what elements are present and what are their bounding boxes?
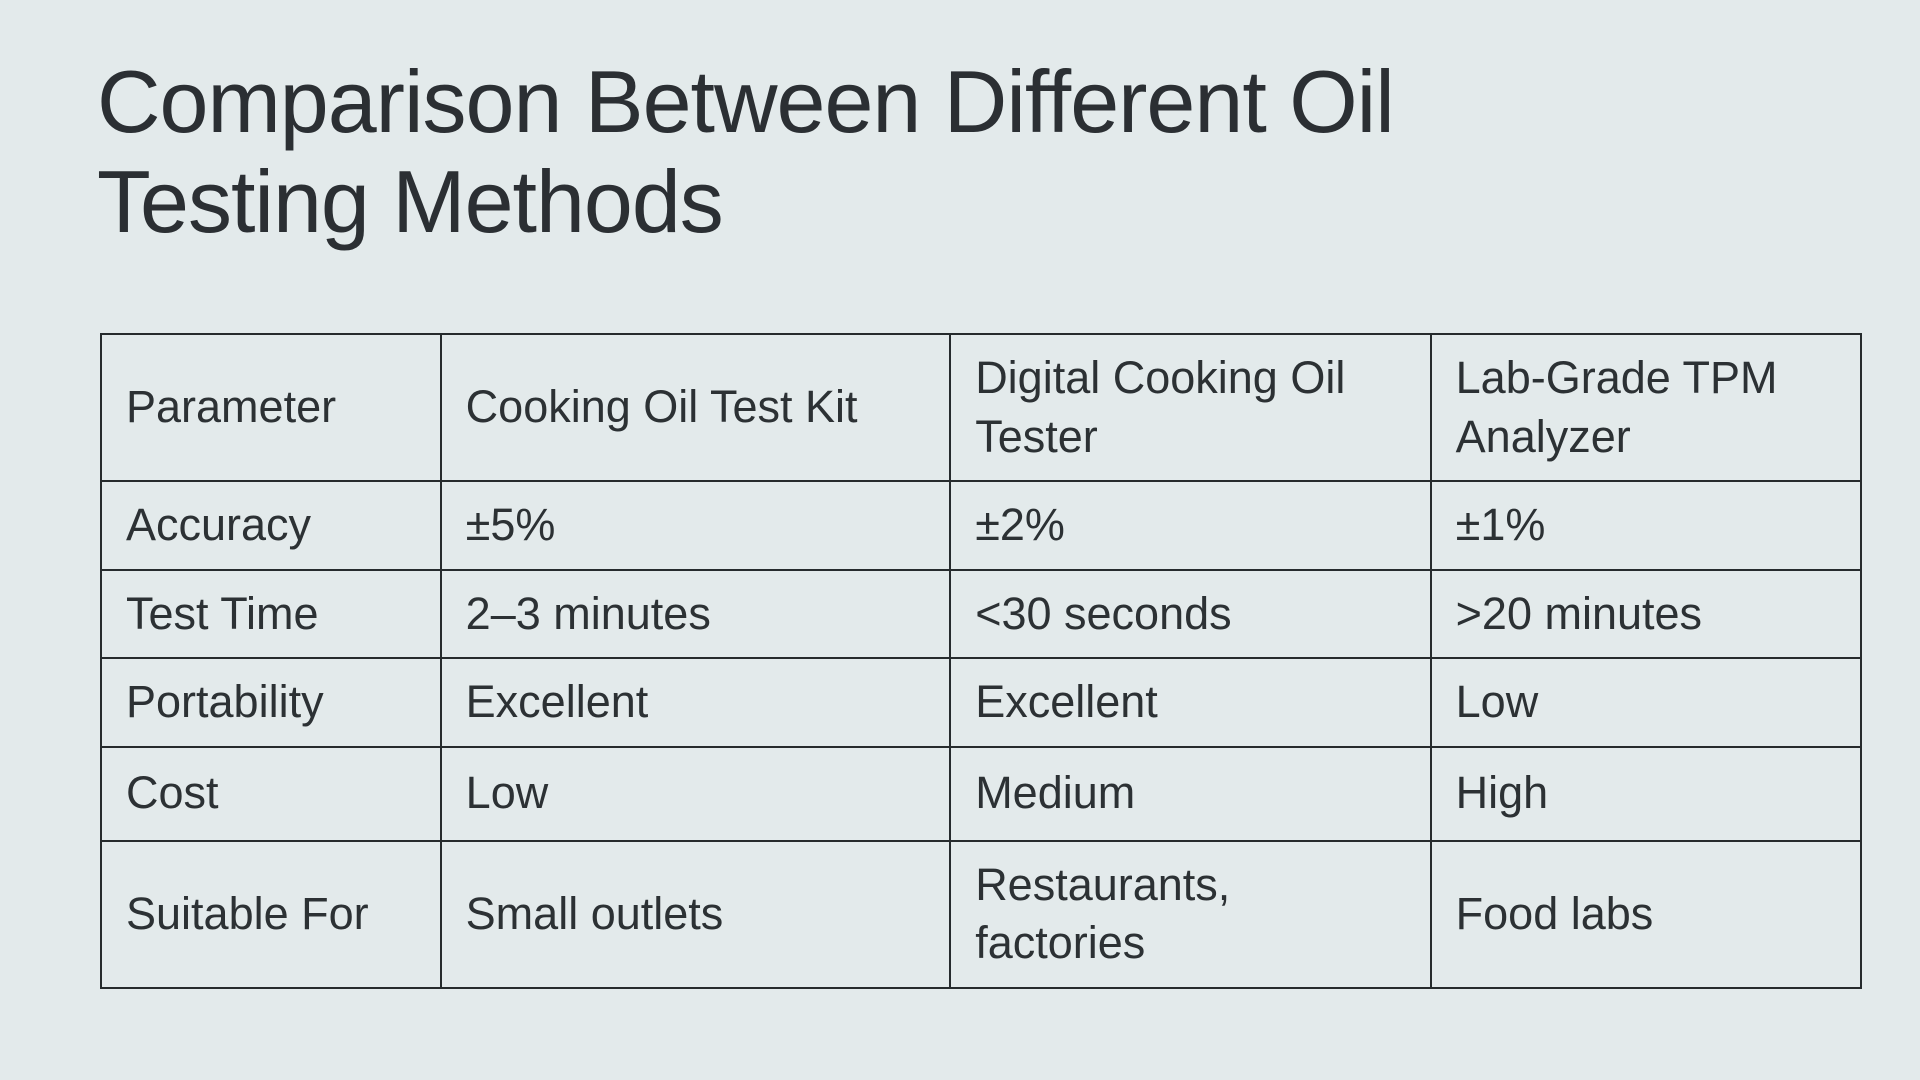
table-cell: ±1% xyxy=(1429,480,1863,571)
table-cell: 2–3 minutes xyxy=(439,568,952,659)
table-row: Test Time 2–3 minutes <30 seconds >20 minut… xyxy=(100,568,1863,659)
page-title-line1: Comparison Between Different Oil xyxy=(97,52,1395,151)
row-parameter-label: Portability xyxy=(100,657,442,748)
table-cell: >20 minutes xyxy=(1429,568,1863,659)
page-title: Comparison Between Different Oil Testing … xyxy=(97,52,1395,253)
table-cell: High xyxy=(1429,745,1863,842)
table-cell: Food labs xyxy=(1429,839,1863,989)
table-cell: Medium xyxy=(949,745,1432,842)
table-row: Suitable For Small outlets Restaurants, fa… xyxy=(100,839,1863,989)
column-header: Lab-Grade TPM Analyzer xyxy=(1429,333,1863,482)
comparison-table: Parameter Cooking Oil Test Kit Digital Coo… xyxy=(100,333,1863,989)
table-header-row: Parameter Cooking Oil Test Kit Digital Coo… xyxy=(100,333,1863,482)
column-header: Parameter xyxy=(100,333,442,482)
column-header: Digital Cooking Oil Tester xyxy=(949,333,1432,482)
table-cell: ±5% xyxy=(439,480,952,571)
row-parameter-label: Accuracy xyxy=(100,480,442,571)
table-row: Portability Excellent Excellent Low xyxy=(100,657,1863,748)
table-cell: Excellent xyxy=(439,657,952,748)
table-row: Parameter Cooking Oil Test Kit Digital Coo… xyxy=(100,333,1863,482)
row-parameter-label: Test Time xyxy=(100,568,442,659)
table-cell: Low xyxy=(1429,657,1863,748)
row-parameter-label: Suitable For xyxy=(100,839,442,989)
table-cell: ±2% xyxy=(949,480,1432,571)
table-cell: Excellent xyxy=(949,657,1432,748)
column-header: Cooking Oil Test Kit xyxy=(439,333,952,482)
table-row: Cost Low Medium High xyxy=(100,745,1863,842)
table-cell: <30 seconds xyxy=(949,568,1432,659)
table-cell: Small outlets xyxy=(439,839,952,989)
table-row: Accuracy ±5% ±2% ±1% xyxy=(100,480,1863,571)
page-title-line2: Testing Methods xyxy=(97,152,724,252)
table-cell: Restaurants, factories xyxy=(949,839,1432,989)
table-cell: Low xyxy=(439,745,952,842)
row-parameter-label: Cost xyxy=(100,745,442,842)
table-body: Accuracy ±5% ±2% ±1% Test Time 2–3 minutes <30… xyxy=(100,480,1863,989)
